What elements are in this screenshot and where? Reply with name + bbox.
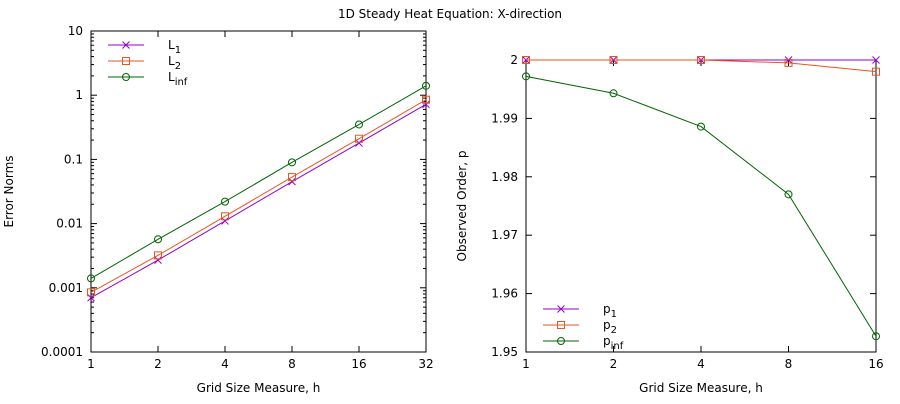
legend-label-subscript: 2	[611, 325, 617, 336]
x-tick-label: 2	[154, 357, 162, 371]
data-point	[288, 173, 296, 182]
data-point-stroke-b	[221, 217, 229, 225]
x-tick-label: 32	[418, 357, 433, 371]
legend-marker	[557, 321, 565, 329]
legend-label-subscript: 2	[175, 61, 181, 72]
data-point-stroke-b	[288, 177, 296, 186]
data-point-stroke-b	[355, 139, 363, 147]
legend-label: Linf	[168, 70, 188, 88]
series-pinf	[522, 72, 880, 341]
data-point-stroke-b	[872, 56, 880, 64]
y-tick-label: 1.95	[491, 345, 518, 359]
y-tick-label: 0.01	[56, 217, 83, 231]
chart-panel-2: 1 2 4 8 16 1.95 1.96 1.97 1.98 1.99 2 Grid Size Mea…	[455, 53, 884, 395]
x-axis-label: Grid Size Measure, h	[639, 381, 763, 395]
data-point	[697, 122, 705, 131]
series-Linf	[87, 81, 430, 283]
data-point	[784, 58, 793, 67]
legend-label-subscript: inf	[611, 341, 624, 352]
data-point	[87, 288, 95, 297]
legend-label-subscript: 1	[175, 45, 181, 56]
data-point	[609, 89, 618, 98]
legend-marker	[557, 337, 565, 345]
data-point	[288, 177, 296, 186]
legend-label-subscript: inf	[175, 77, 188, 88]
series-line	[90, 85, 427, 279]
legend-marker	[122, 57, 130, 65]
data-point	[422, 95, 430, 104]
data-point	[221, 217, 229, 225]
x-tick-label: 4	[221, 357, 229, 371]
series-p2	[522, 56, 880, 76]
legend-marker	[557, 305, 565, 313]
y-tick-label: 1.99	[491, 111, 518, 125]
series-L2	[87, 95, 430, 297]
series-line	[90, 103, 427, 299]
data-point	[609, 56, 618, 64]
series-line	[90, 99, 427, 293]
data-point	[221, 197, 229, 206]
x-tick-label: 16	[351, 357, 366, 371]
x-tick-label: 4	[697, 357, 705, 371]
data-point	[422, 81, 430, 90]
data-point	[784, 190, 793, 199]
data-point	[355, 120, 363, 129]
chart-title: 1D Steady Heat Equation: X-direction	[338, 7, 562, 21]
data-point	[872, 56, 880, 64]
data-point	[288, 158, 296, 167]
x-tick-label: 8	[288, 357, 296, 371]
series-L1	[87, 100, 430, 302]
x-axis-label: Grid Size Measure, h	[197, 381, 321, 395]
data-point	[154, 251, 162, 260]
data-point	[697, 56, 705, 64]
y-tick-label: 1	[75, 88, 83, 102]
plot-frame	[525, 59, 877, 353]
y-axis-label: Error Norms	[2, 155, 16, 227]
y-tick-label: 2	[510, 53, 518, 67]
x-tick-label: 16	[868, 357, 883, 371]
y-tick-label: 1.97	[491, 228, 518, 242]
data-point-stroke-b	[154, 256, 162, 264]
y-tick-label: 0.0001	[41, 345, 83, 359]
plot-frame	[90, 30, 427, 353]
y-tick-label: 10	[68, 24, 83, 38]
data-point	[221, 212, 229, 221]
data-point	[154, 235, 162, 244]
x-tick-label: 1	[522, 357, 530, 371]
y-tick-label: 0.001	[49, 281, 83, 295]
chart-panel-1: 1 2 4 8 16 32 0.0001 0.001 0.01 0.1 1 10 Grid Size M…	[2, 24, 434, 395]
legend-label-subscript: 1	[611, 309, 617, 320]
legend-item: pinf	[543, 334, 624, 352]
x-tick-label: 2	[610, 357, 618, 371]
x-tick-label: 1	[87, 357, 95, 371]
x-tick-label: 8	[785, 357, 793, 371]
data-point-stroke-b	[422, 100, 430, 109]
y-tick-label: 1.96	[491, 287, 518, 301]
series-line	[526, 59, 877, 73]
data-point	[355, 134, 363, 143]
legend-label: pinf	[603, 334, 624, 352]
data-point	[872, 67, 880, 76]
y-axis-label: Observed Order, p	[455, 151, 469, 262]
data-point	[87, 274, 95, 283]
data-point	[522, 72, 530, 81]
legend-item: Linf	[108, 70, 188, 88]
data-point	[154, 256, 162, 264]
legend-marker	[122, 73, 130, 81]
legend-marker-stroke-b	[122, 41, 130, 49]
legend-marker-stroke-b	[557, 305, 565, 313]
data-point	[355, 139, 363, 147]
y-tick-label: 0.1	[64, 152, 83, 166]
data-point	[522, 56, 530, 64]
data-point	[422, 100, 430, 109]
data-point	[872, 332, 880, 341]
series-line	[525, 75, 877, 337]
legend-marker	[122, 41, 130, 49]
y-tick-label: 1.98	[491, 170, 518, 184]
data-point-stroke-b	[784, 56, 793, 64]
data-point	[784, 56, 793, 64]
